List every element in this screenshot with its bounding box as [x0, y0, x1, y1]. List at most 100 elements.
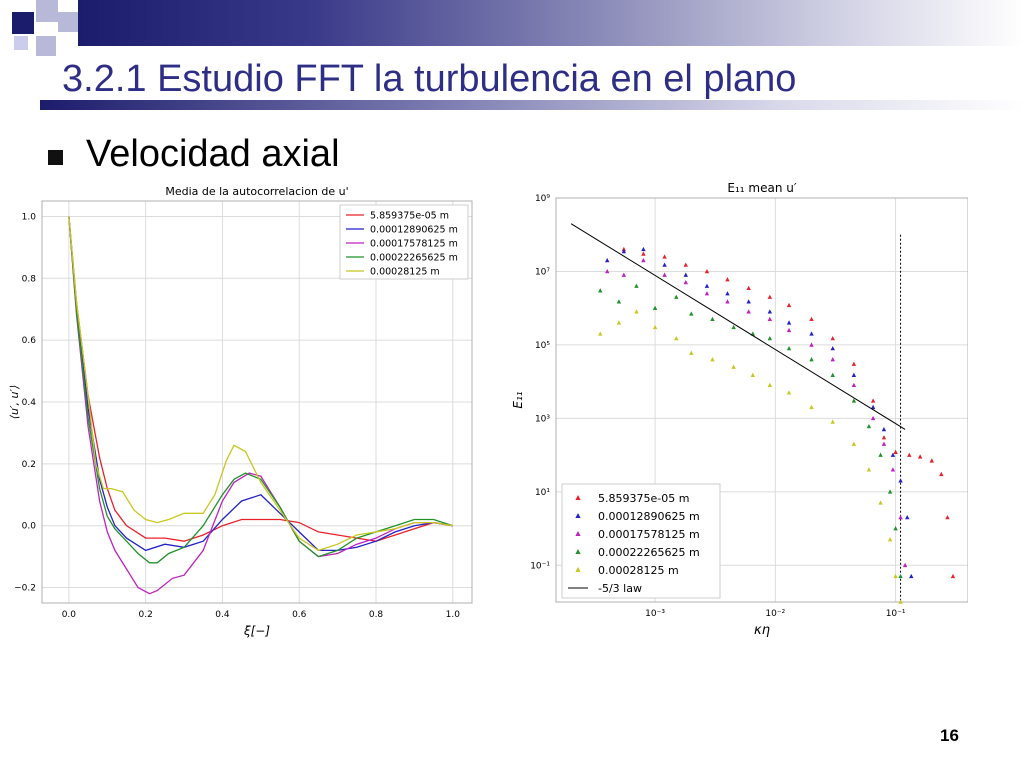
data-point [767, 316, 773, 322]
data-point [870, 404, 876, 410]
slide-title: 3.2.1 Estudio FFT la turbulencia en el p… [62, 58, 797, 100]
data-point [767, 382, 773, 387]
data-point [704, 268, 710, 274]
data-point [851, 441, 857, 446]
data-point [750, 372, 756, 377]
data-point [725, 277, 730, 282]
data-point [893, 449, 898, 454]
data-point [634, 283, 639, 288]
page-number: 16 [940, 726, 959, 745]
corner-square-3 [58, 12, 78, 32]
data-point [881, 435, 887, 440]
legend-box [339, 204, 469, 280]
data-point [830, 372, 835, 377]
power-law-line [570, 223, 906, 430]
legend-swatch [575, 495, 581, 500]
data-point [898, 514, 903, 520]
data-point [689, 350, 694, 355]
data-point [851, 382, 857, 387]
data-point [683, 262, 688, 267]
data-point [662, 262, 667, 267]
data-point [662, 272, 667, 277]
data-point [786, 320, 792, 325]
data-point [731, 364, 736, 369]
data-point [616, 320, 622, 325]
data-point [870, 398, 876, 403]
data-point [674, 294, 679, 299]
series-line [68, 216, 453, 552]
data-point [881, 426, 887, 432]
legend-label: 0.00022265625 m [370, 253, 458, 264]
data-point [830, 419, 835, 424]
data-point [704, 283, 710, 288]
legend-box [561, 483, 721, 599]
energy-spectrum-chart: 10⁻³ 10⁻² 10⁻¹ 10⁻¹ 10¹ 10³ 10⁵ 10⁷ 10⁹ E₁₁ mean … [511, 181, 968, 638]
legend-label: 5.859375e-05 m [598, 492, 689, 505]
data-point [893, 526, 898, 531]
data-point [605, 257, 610, 263]
data-point [902, 562, 908, 568]
corner-square-4 [36, 36, 56, 56]
x-tick-label: 0.8 [369, 610, 384, 620]
data-point [905, 514, 910, 520]
data-point [767, 294, 773, 299]
y-axis-label: E₁₁ [511, 391, 525, 408]
data-point [898, 599, 903, 604]
data-point [830, 357, 835, 362]
y-tick-label: 0.2 [22, 460, 36, 470]
legend-label: 0.00012890625 m [598, 510, 700, 523]
bullet-marker [48, 150, 63, 165]
data-point [710, 357, 715, 362]
bullet-text: Velocidad axial [86, 133, 340, 175]
x-tick-label: 0.6 [292, 610, 307, 620]
chart-title: Media de la autocorrelacion de u' [165, 185, 348, 198]
data-point [893, 573, 898, 579]
data-point [634, 309, 639, 314]
data-point [870, 415, 876, 421]
data-point [890, 452, 896, 457]
data-point [929, 458, 934, 463]
y-tick-label: 10³ [535, 414, 550, 424]
data-point [830, 345, 835, 351]
data-point [710, 316, 715, 322]
data-point [786, 302, 792, 308]
data-point [909, 573, 914, 579]
data-point [881, 441, 887, 446]
data-point [605, 268, 610, 274]
legend-swatch [575, 531, 581, 536]
data-point [809, 404, 814, 410]
legend-label: 0.00017578125 m [598, 528, 700, 541]
data-point [767, 335, 773, 341]
x-tick-label: 10⁻³ [645, 609, 665, 619]
data-point [641, 246, 646, 252]
title-gradient-bar [78, 0, 1024, 46]
y-tick-label: 10⁻¹ [530, 561, 550, 571]
plot-frame [41, 200, 473, 604]
data-point [652, 324, 658, 330]
x-tick-label: 10⁻² [765, 609, 785, 619]
data-point [851, 361, 857, 366]
data-point [689, 311, 694, 316]
data-point [878, 500, 883, 505]
data-point [662, 254, 667, 259]
data-point [809, 357, 814, 362]
y-axis-label: ⟨u′, u′⟩ [8, 385, 21, 420]
data-point [767, 309, 773, 314]
data-point [786, 327, 792, 333]
y-tick-label: −0.2 [14, 584, 36, 594]
y-tick-label: 0.0 [22, 522, 37, 532]
data-point [641, 251, 646, 256]
chart-title: E₁₁ mean u′ [727, 181, 796, 195]
data-point [898, 478, 903, 483]
data-point [898, 573, 903, 579]
series-line [68, 216, 453, 595]
legend-label: -5/3 law [598, 582, 642, 595]
y-tick-label: 10⁵ [535, 341, 550, 351]
series-line [68, 216, 453, 564]
autocorrelation-chart: 0.0 0.2 0.4 0.6 0.8 1.0 −0.2 0.0 0.2 0.4 0.6 0.8 1.0… [8, 185, 473, 638]
data-point [809, 342, 814, 347]
data-point [866, 424, 872, 429]
corner-square-2 [36, 0, 58, 22]
data-point [725, 291, 730, 296]
y-tick-label: 0.4 [22, 398, 37, 408]
